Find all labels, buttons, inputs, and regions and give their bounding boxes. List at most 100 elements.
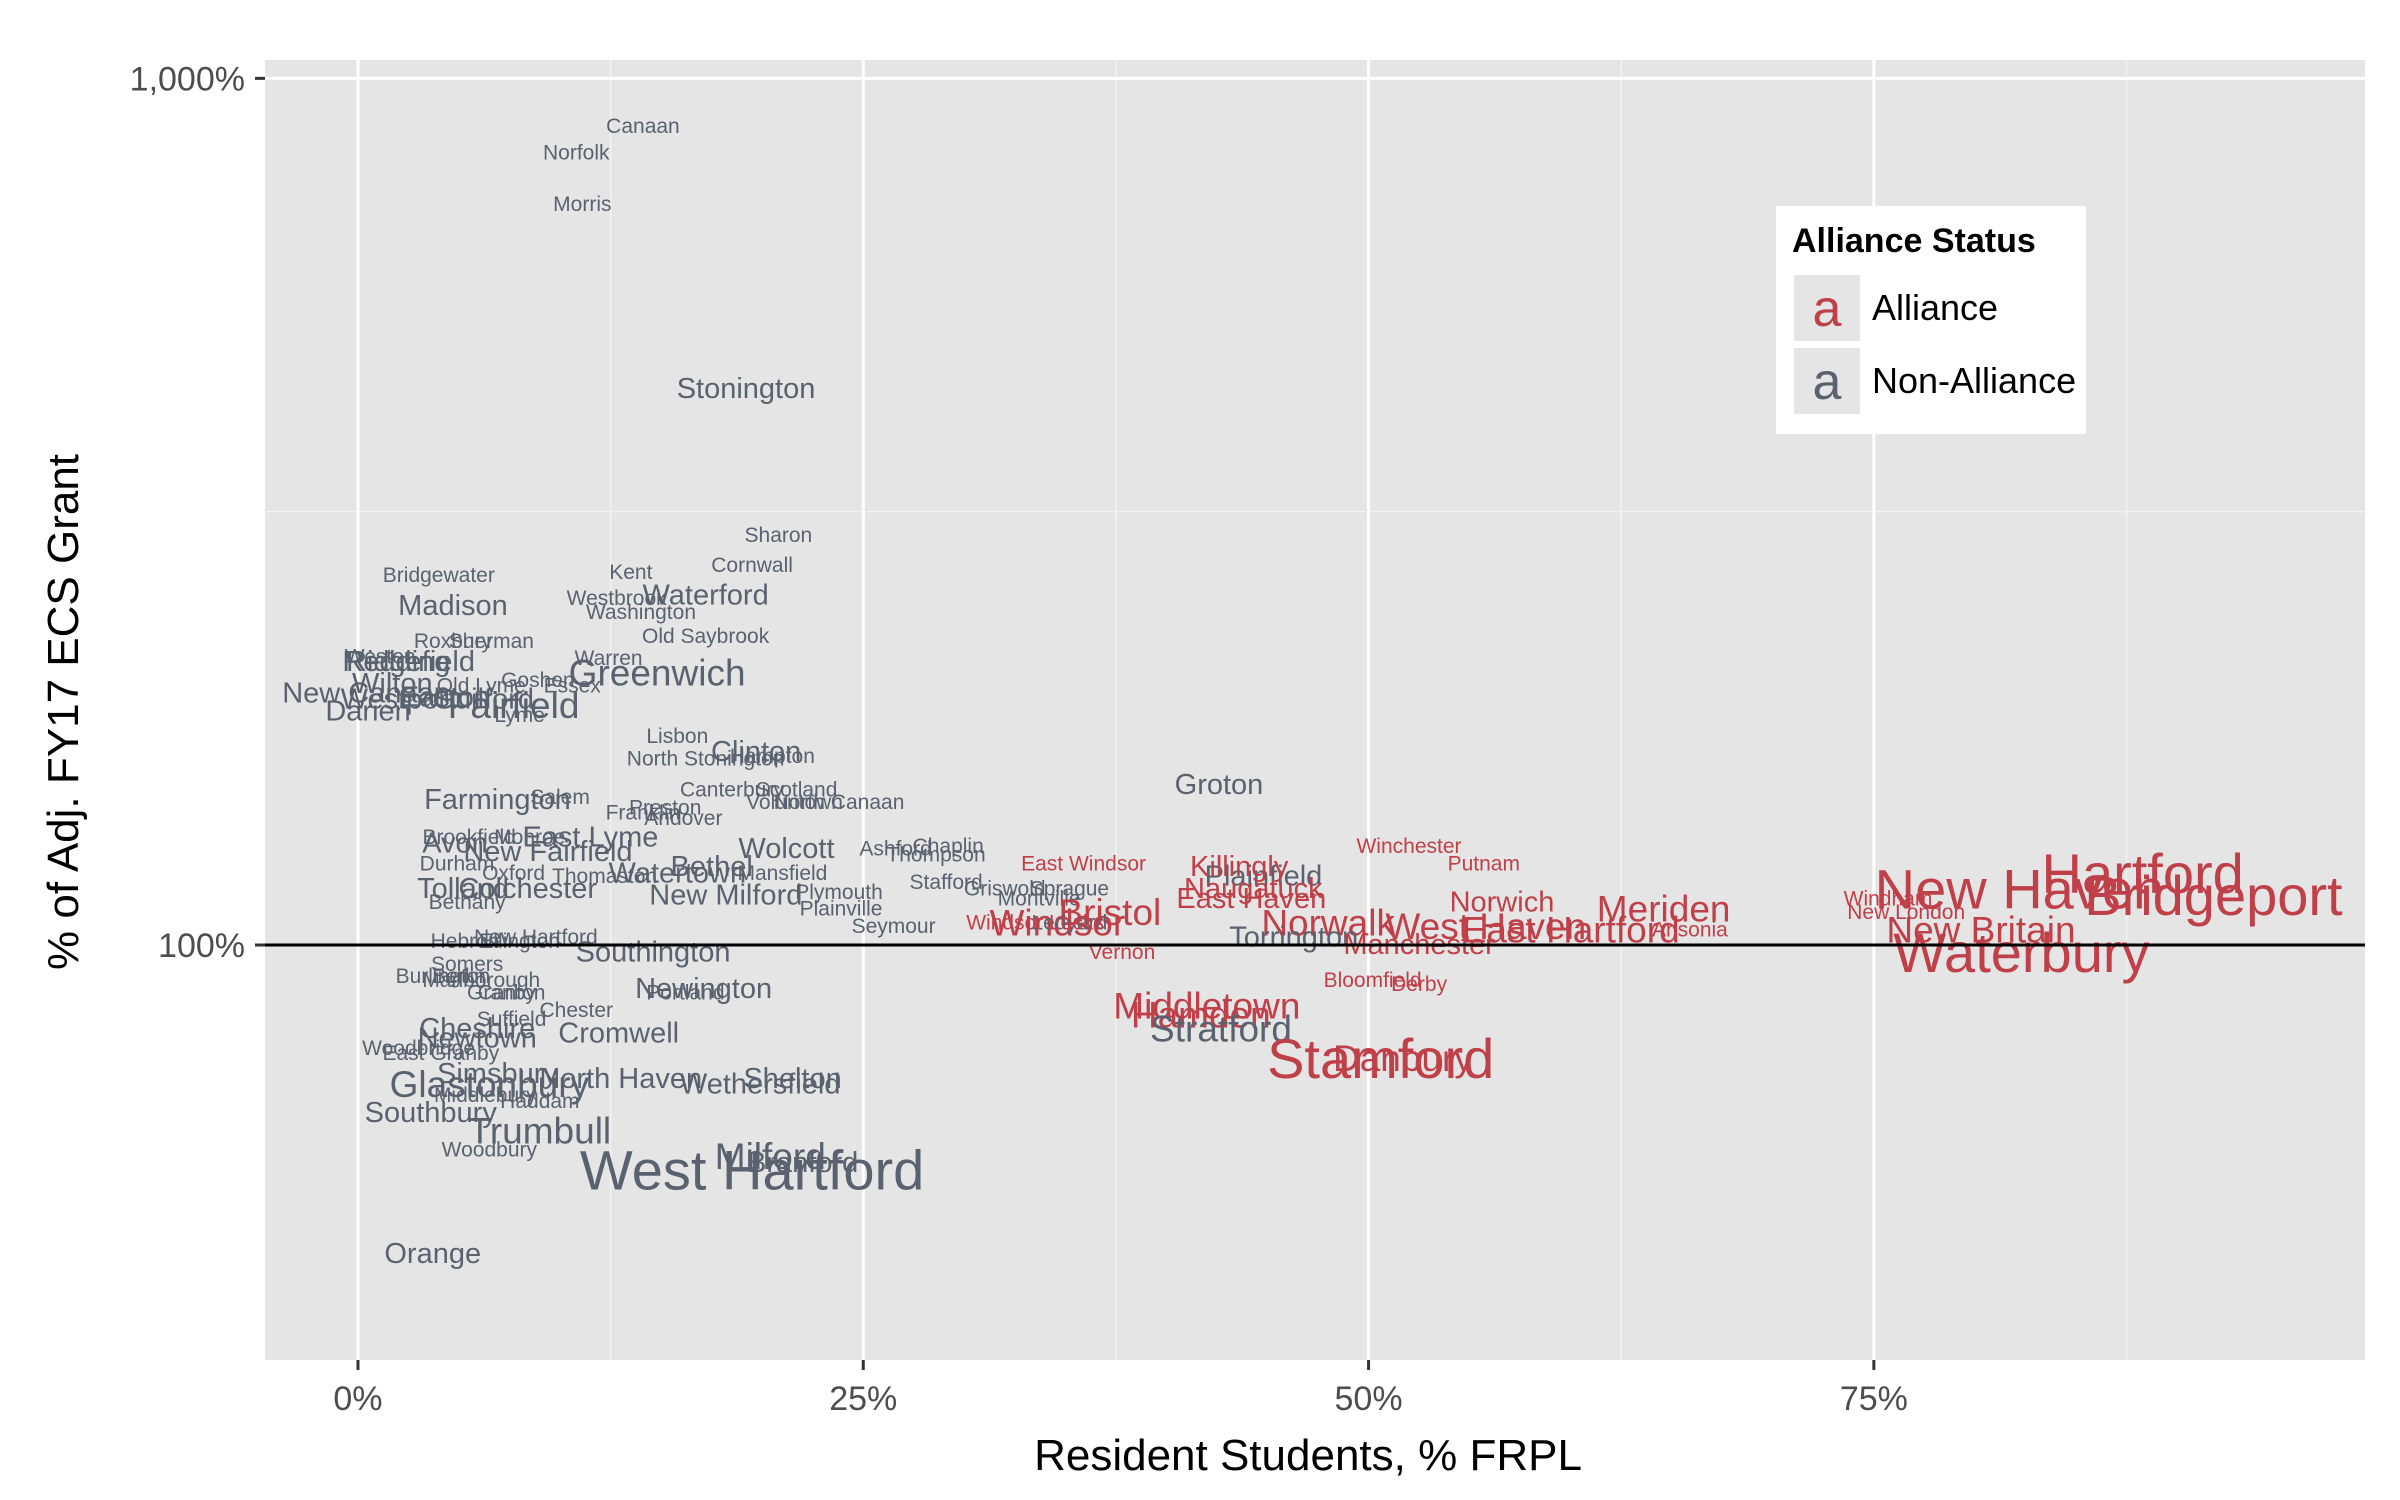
town-label-haddam: Haddam: [500, 1090, 579, 1113]
town-label-new-fairfield: New Fairfield: [463, 836, 632, 868]
town-label-bloomfield: Bloomfield: [1324, 969, 1422, 992]
town-label-avon: Avon: [422, 827, 488, 859]
town-label-danbury: Danbury: [1333, 1038, 1473, 1079]
town-label-redding: Redding: [342, 646, 450, 678]
town-label-watertown: Watertown: [609, 857, 747, 889]
town-label-durham: Durham: [420, 853, 495, 876]
legend-key-nonalliance-bg: [1794, 348, 1860, 414]
legend: Alliance Status a Alliance a Non-Allianc…: [1776, 206, 2086, 434]
town-label-cornwall: Cornwall: [711, 554, 793, 577]
town-label-westport: Westport: [341, 683, 457, 715]
town-label-shelton: Shelton: [743, 1063, 841, 1095]
town-label-granby: Granby: [467, 982, 536, 1005]
town-label-monroe: Monroe: [494, 826, 565, 849]
town-label-canton: Canton: [478, 982, 546, 1005]
town-label-plymouth: Plymouth: [795, 881, 883, 904]
town-label-montville: Montville: [998, 888, 1081, 911]
town-label-suffield: Suffield: [477, 1008, 547, 1031]
x-tick-label: 25%: [829, 1380, 897, 1418]
town-label-norwalk: Norwalk: [1261, 903, 1395, 944]
town-label-portland: Portland: [646, 982, 724, 1005]
town-label-hartford: Hartford: [2042, 842, 2244, 905]
town-label-goshen: Goshen: [501, 669, 575, 692]
town-label-greenwich: Greenwich: [569, 652, 746, 693]
town-label-lyme: Lyme: [494, 704, 545, 727]
town-label-new-canaan: New Canaan: [282, 678, 450, 710]
town-label-north-haven: North Haven: [539, 1063, 702, 1095]
town-label-bethany: Bethany: [429, 891, 507, 914]
town-label-orange: Orange: [384, 1238, 481, 1270]
town-label-thomaston: Thomaston: [552, 865, 657, 888]
town-label-darien: Darien: [325, 695, 410, 727]
town-label-oxford: Oxford: [482, 862, 545, 885]
x-tick-label: 50%: [1335, 1380, 1403, 1418]
town-label-clinton: Clinton: [711, 736, 801, 768]
town-label-farmington: Farmington: [424, 784, 571, 816]
town-label-norwich: Norwich: [1450, 886, 1555, 918]
x-axis: 0% 25% 50% 75%: [333, 1360, 1908, 1418]
town-label-wolcott: Wolcott: [738, 833, 834, 865]
town-label-ansonia: Ansonia: [1652, 919, 1728, 942]
town-label-putnam: Putnam: [1448, 853, 1520, 876]
town-label-milford: Milford: [715, 1136, 826, 1177]
town-label-berlin: Berlin: [432, 965, 486, 988]
legend-label-nonalliance: Non-Alliance: [1872, 360, 2076, 401]
town-label-stratford: Stratford: [1150, 1008, 1292, 1049]
town-label-seymour: Seymour: [852, 915, 936, 938]
town-label-stafford: Stafford: [910, 871, 983, 894]
town-label-stonington: Stonington: [677, 373, 816, 405]
town-label-fairfield: Fairfield: [448, 685, 580, 726]
town-label-griswold: Griswold: [964, 878, 1046, 901]
town-label-waterford: Waterford: [642, 580, 768, 612]
town-label-marlborough: Marlborough: [422, 969, 540, 992]
town-label-andover: Andover: [644, 807, 722, 830]
legend-key-alliance-bg: [1794, 275, 1860, 341]
town-label-middlebury: Middlebury: [434, 1084, 537, 1107]
town-label-burlington: Burlington: [396, 965, 491, 988]
legend-key-alliance: a: [1813, 280, 1842, 338]
legend-key-nonalliance: a: [1813, 353, 1842, 411]
town-label-bridgewater: Bridgewater: [383, 564, 495, 587]
town-label-meriden: Meriden: [1597, 889, 1731, 930]
town-label-old-lyme: Old Lyme: [437, 675, 526, 698]
town-label-simsbury: Simsbury: [437, 1058, 558, 1090]
town-label-vernon: Vernon: [1089, 941, 1156, 964]
town-label-branford: Branford: [747, 1147, 858, 1179]
town-label-woodbury: Woodbury: [442, 1139, 538, 1162]
town-label-north-canaan: North Canaan: [774, 791, 905, 814]
town-label-westbrook: Westbrook: [567, 587, 667, 610]
y-tick-label: 100%: [158, 927, 245, 965]
town-label-west-haven: West Haven: [1385, 906, 1586, 947]
town-label-norfolk: Norfolk: [543, 142, 610, 165]
town-label-sharon: Sharon: [745, 524, 813, 547]
town-label-salem: Salem: [530, 786, 590, 809]
town-label-cromwell: Cromwell: [558, 1018, 679, 1050]
town-label-windham: Windham: [1844, 888, 1933, 911]
town-label-old-saybrook: Old Saybrook: [642, 625, 770, 648]
town-label-north-stonington: North Stonington: [627, 747, 785, 770]
town-label-canterbury: Canterbury: [680, 778, 784, 801]
town-label-new-haven: New Haven: [1875, 858, 2164, 921]
town-label-mansfield: Mansfield: [737, 862, 827, 885]
town-label-sprague: Sprague: [1030, 878, 1109, 901]
town-label-wilton: Wilton: [352, 668, 433, 700]
town-label-hebron: Hebron: [431, 930, 500, 953]
town-label-essex: Essex: [544, 675, 602, 698]
town-label-weston: Weston: [345, 645, 416, 668]
town-label-plainfield: Plainfield: [1205, 860, 1323, 892]
town-label-scotland: Scotland: [756, 778, 838, 801]
grid-minor: [265, 60, 2365, 1360]
town-label-kent: Kent: [609, 561, 652, 584]
town-label-canaan: Canaan: [606, 115, 680, 138]
town-label-brookfield: Brookfield: [422, 826, 515, 849]
town-label-cheshire: Cheshire: [419, 1013, 535, 1045]
town-label-east-granby: East Granby: [382, 1042, 499, 1065]
y-axis: 100% 1,000%: [130, 60, 265, 965]
town-label-hampton: Hampton: [730, 745, 815, 768]
town-label-east-haven: East Haven: [1176, 883, 1326, 915]
town-label-guilford: Guilford: [433, 683, 535, 715]
town-label-trumbull: Trumbull: [469, 1111, 612, 1152]
town-label-warren: Warren: [575, 647, 643, 670]
legend-title: Alliance Status: [1792, 222, 2036, 260]
